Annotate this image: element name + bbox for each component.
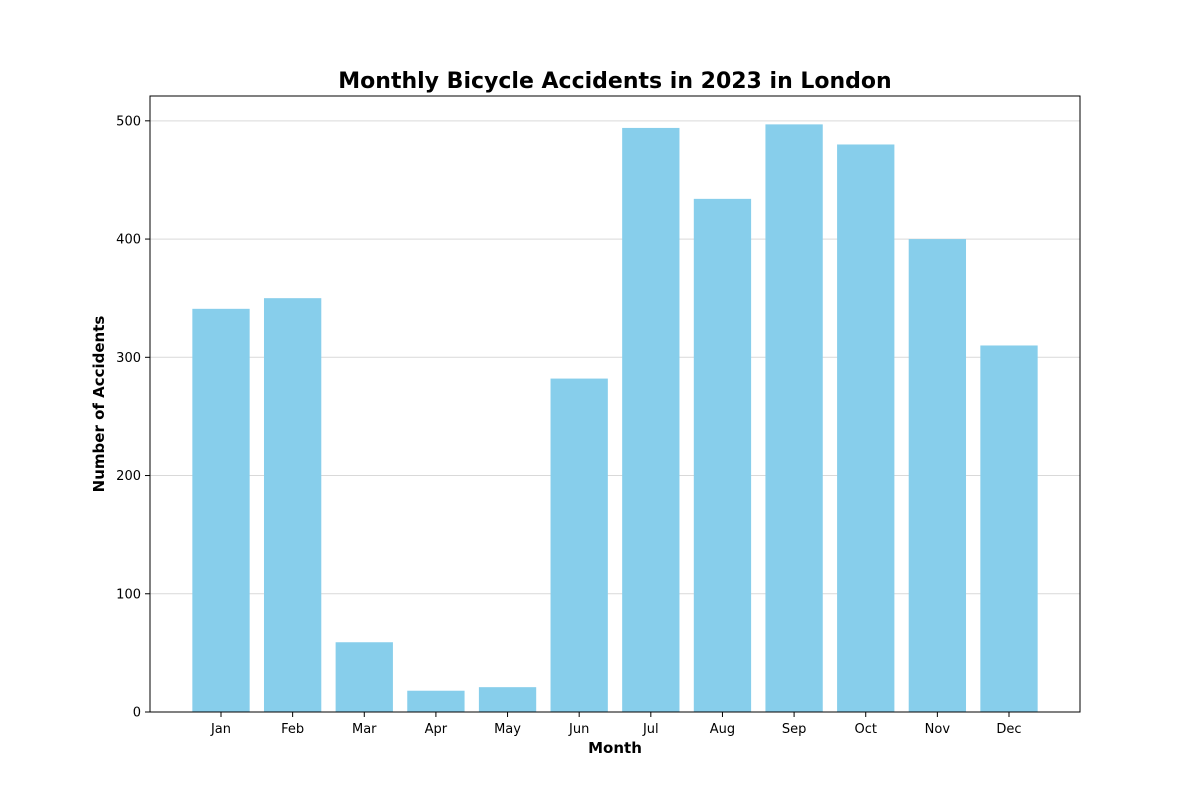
x-tick-label: Dec [996,722,1021,737]
y-tick-label: 400 [116,233,141,248]
x-axis-label: Month [588,739,642,757]
bar-nov [908,239,967,712]
y-axis: 0 100 200 300 400 500 [116,114,150,721]
bars [192,124,1038,713]
y-tick-label: 100 [116,587,141,602]
y-tick-label: 200 [116,469,141,484]
x-tick-label: Apr [425,722,448,737]
bar-apr [407,690,465,712]
bar-jul [622,127,680,713]
x-tick-label: Sep [782,722,807,737]
x-tick-label: Jan [210,722,231,737]
y-axis-label: Number of Accidents [90,316,108,493]
bar-dec [980,345,1038,712]
bar-feb [263,298,322,712]
bar-aug [693,198,752,713]
y-tick-label: 300 [116,351,141,366]
bar-sep [765,124,823,712]
bar-jan [192,308,250,712]
plot-area-frame [149,95,1081,713]
bar-jun [550,378,608,712]
bar-mar [335,642,393,712]
x-tick-label: May [494,722,521,737]
x-tick-label: Jun [568,722,589,737]
y-tick-label: 0 [133,706,141,721]
bar-may [478,687,537,712]
x-axis: Jan Feb Mar Apr May Jun Jul Aug Sep Oct Nov Dec [210,712,1022,737]
y-tick-label: 500 [116,114,141,129]
bar-oct [837,144,895,712]
x-tick-label: Feb [281,722,304,737]
x-tick-label: Nov [925,722,951,737]
x-tick-label: Aug [710,722,735,737]
x-tick-label: Mar [352,722,377,737]
x-tick-label: Oct [854,722,876,737]
x-tick-label: Jul [642,722,659,737]
chart-title: Monthly Bicycle Accidents in 2023 in Lon… [338,69,891,94]
